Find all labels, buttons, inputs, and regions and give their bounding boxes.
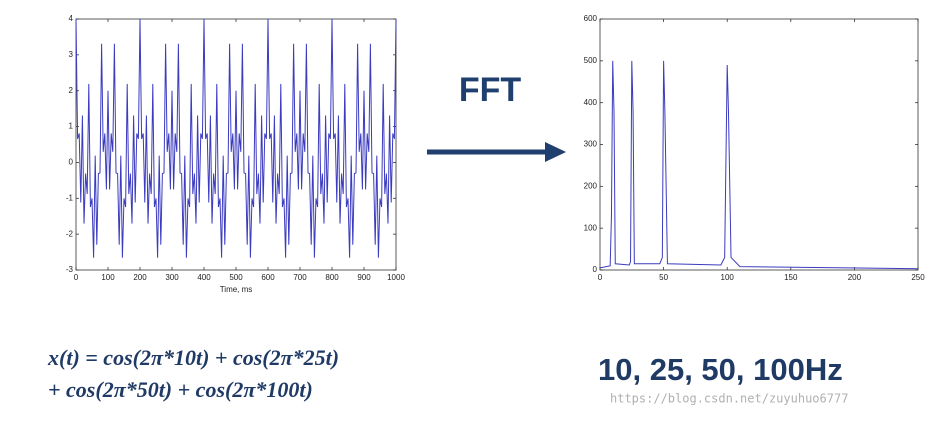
y-tick-label: 2	[69, 86, 74, 95]
y-tick-label: -2	[66, 229, 74, 238]
x-tick-label: 200	[848, 273, 862, 282]
y-tick-label: 400	[584, 98, 598, 107]
signal-line	[75, 18, 397, 258]
x-tick-label: 300	[165, 273, 179, 282]
x-tick-label: 500	[229, 273, 243, 282]
y-tick-label: 4	[69, 14, 74, 23]
formula-line: x(t) = cos(2π*10t) + cos(2π*25t)	[47, 345, 339, 370]
result-text: 10, 25, 50, 100Hz	[598, 352, 843, 387]
y-tick-label: 500	[584, 56, 598, 65]
y-tick-label: 600	[584, 14, 598, 23]
plot-area	[599, 18, 919, 271]
y-tick-label: -3	[66, 265, 74, 274]
y-tick-label: 0	[69, 158, 74, 167]
y-tick-label: 3	[69, 50, 74, 59]
x-tick-label: 0	[598, 273, 603, 282]
x-tick-label: 700	[293, 273, 307, 282]
y-tick-label: 300	[584, 140, 598, 149]
y-tick-label: 0	[593, 265, 598, 274]
x-tick-label: 1000	[387, 273, 405, 282]
x-tick-label: 50	[659, 273, 668, 282]
plot-area	[75, 18, 397, 271]
x-tick-label: 400	[197, 273, 211, 282]
arrow-head	[545, 142, 566, 162]
y-tick-label: 100	[584, 223, 598, 232]
x-tick-label: 250	[911, 273, 925, 282]
y-tick-label: -1	[66, 193, 74, 202]
y-tick-label: 200	[584, 181, 598, 190]
x-tick-label: 200	[133, 273, 147, 282]
x-axis-label: Time, ms	[220, 285, 253, 294]
signal-line	[599, 60, 919, 270]
x-tick-label: 600	[261, 273, 275, 282]
y-tick-label: 1	[69, 122, 74, 131]
x-tick-label: 100	[721, 273, 735, 282]
arrow-label: FFT	[459, 71, 522, 109]
formula-line: + cos(2π*50t) + cos(2π*100t)	[48, 377, 313, 402]
x-tick-label: 900	[357, 273, 371, 282]
x-tick-label: 150	[784, 273, 798, 282]
x-tick-label: 800	[325, 273, 339, 282]
x-tick-label: 0	[74, 273, 79, 282]
x-tick-label: 100	[101, 273, 115, 282]
watermark: https://blog.csdn.net/zuyuhuo6777	[610, 392, 848, 406]
